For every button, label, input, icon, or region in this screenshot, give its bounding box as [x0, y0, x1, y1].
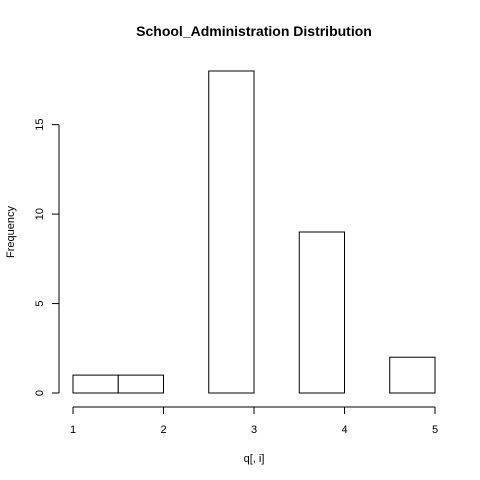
x-axis-label: q[, i]	[244, 453, 265, 465]
x-tick-label-1: 2	[160, 424, 166, 436]
x-tick-label-4: 5	[432, 424, 438, 436]
chart-title: School_Administration Distribution	[136, 23, 372, 39]
x-tick-label-0: 1	[70, 424, 76, 436]
bars-group	[72, 70, 436, 394]
histogram-bar-0	[72, 374, 119, 394]
y-tick-label-2: 10	[34, 208, 46, 220]
x-axis: 1 2 3 4 5	[70, 406, 438, 436]
y-tick-label-0: 0	[34, 390, 46, 396]
histogram-bar-3	[208, 70, 255, 394]
y-axis: 0 5 10 15	[34, 119, 60, 396]
y-axis-label: Frequency	[5, 206, 17, 258]
x-tick-label-3: 4	[341, 424, 347, 436]
histogram-bar-7	[389, 356, 436, 394]
x-tick-label-2: 3	[251, 424, 257, 436]
histogram-bar-1	[117, 374, 164, 394]
y-tick-label-1: 5	[34, 300, 46, 306]
y-tick-label-3: 15	[34, 119, 46, 131]
histogram-bar-5	[298, 231, 345, 394]
